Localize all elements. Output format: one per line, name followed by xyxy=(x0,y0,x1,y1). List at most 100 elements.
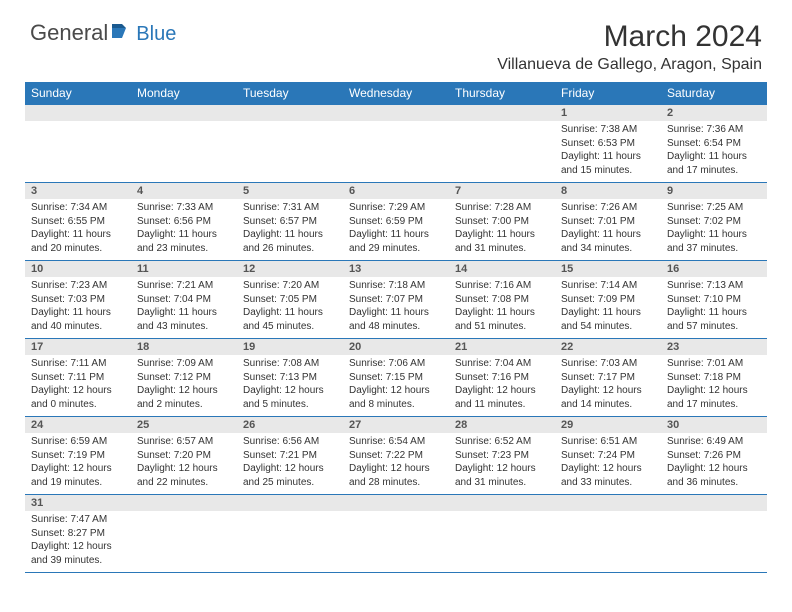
day-details: Sunrise: 6:56 AMSunset: 7:21 PMDaylight:… xyxy=(237,433,343,493)
calendar-day-cell: 18Sunrise: 7:09 AMSunset: 7:12 PMDayligh… xyxy=(131,339,237,417)
daylight-text-2: and 26 minutes. xyxy=(243,242,337,256)
day-number: 15 xyxy=(555,261,661,277)
calendar-week-row: 17Sunrise: 7:11 AMSunset: 7:11 PMDayligh… xyxy=(25,339,767,417)
calendar-day-cell xyxy=(449,105,555,183)
calendar-day-cell xyxy=(237,495,343,573)
sunrise-text: Sunrise: 6:49 AM xyxy=(667,435,761,449)
calendar-day-cell: 31Sunrise: 7:47 AMSunset: 8:27 PMDayligh… xyxy=(25,495,131,573)
sunrise-text: Sunrise: 7:26 AM xyxy=(561,201,655,215)
daylight-text-2: and 43 minutes. xyxy=(137,320,231,334)
weekday-header: Sunday xyxy=(25,82,131,105)
sunrise-text: Sunrise: 7:33 AM xyxy=(137,201,231,215)
daylight-text-1: Daylight: 12 hours xyxy=(455,384,549,398)
day-details: Sunrise: 7:09 AMSunset: 7:12 PMDaylight:… xyxy=(131,355,237,415)
day-number: 13 xyxy=(343,261,449,277)
daylight-text-2: and 11 minutes. xyxy=(455,398,549,412)
daylight-text-1: Daylight: 11 hours xyxy=(561,306,655,320)
daylight-text-1: Daylight: 11 hours xyxy=(349,228,443,242)
day-details: Sunrise: 7:28 AMSunset: 7:00 PMDaylight:… xyxy=(449,199,555,259)
daylight-text-1: Daylight: 11 hours xyxy=(31,228,125,242)
calendar-day-cell: 15Sunrise: 7:14 AMSunset: 7:09 PMDayligh… xyxy=(555,261,661,339)
day-number: 12 xyxy=(237,261,343,277)
day-details: Sunrise: 7:31 AMSunset: 6:57 PMDaylight:… xyxy=(237,199,343,259)
sunset-text: Sunset: 6:59 PM xyxy=(349,215,443,229)
sunset-text: Sunset: 7:12 PM xyxy=(137,371,231,385)
location-subtitle: Villanueva de Gallego, Aragon, Spain xyxy=(497,56,762,74)
day-details: Sunrise: 7:01 AMSunset: 7:18 PMDaylight:… xyxy=(661,355,767,415)
sunset-text: Sunset: 7:15 PM xyxy=(349,371,443,385)
daylight-text-2: and 14 minutes. xyxy=(561,398,655,412)
calendar-day-cell xyxy=(661,495,767,573)
day-details: Sunrise: 6:54 AMSunset: 7:22 PMDaylight:… xyxy=(343,433,449,493)
sunrise-text: Sunrise: 7:06 AM xyxy=(349,357,443,371)
sunrise-text: Sunrise: 7:29 AM xyxy=(349,201,443,215)
sunset-text: Sunset: 7:22 PM xyxy=(349,449,443,463)
sunset-text: Sunset: 7:05 PM xyxy=(243,293,337,307)
day-details: Sunrise: 6:59 AMSunset: 7:19 PMDaylight:… xyxy=(25,433,131,493)
weekday-header: Saturday xyxy=(661,82,767,105)
sunrise-text: Sunrise: 7:14 AM xyxy=(561,279,655,293)
sunset-text: Sunset: 7:10 PM xyxy=(667,293,761,307)
day-details: Sunrise: 7:20 AMSunset: 7:05 PMDaylight:… xyxy=(237,277,343,337)
calendar-day-cell: 29Sunrise: 6:51 AMSunset: 7:24 PMDayligh… xyxy=(555,417,661,495)
day-details: Sunrise: 7:11 AMSunset: 7:11 PMDaylight:… xyxy=(25,355,131,415)
calendar-day-cell: 22Sunrise: 7:03 AMSunset: 7:17 PMDayligh… xyxy=(555,339,661,417)
sunset-text: Sunset: 7:08 PM xyxy=(455,293,549,307)
flag-icon xyxy=(112,24,134,45)
sunset-text: Sunset: 6:55 PM xyxy=(31,215,125,229)
day-details: Sunrise: 7:21 AMSunset: 7:04 PMDaylight:… xyxy=(131,277,237,337)
daylight-text-1: Daylight: 12 hours xyxy=(455,462,549,476)
daylight-text-1: Daylight: 11 hours xyxy=(349,306,443,320)
sunset-text: Sunset: 7:13 PM xyxy=(243,371,337,385)
day-number: 26 xyxy=(237,417,343,433)
calendar-day-cell: 8Sunrise: 7:26 AMSunset: 7:01 PMDaylight… xyxy=(555,183,661,261)
daylight-text-2: and 17 minutes. xyxy=(667,398,761,412)
sunrise-text: Sunrise: 7:25 AM xyxy=(667,201,761,215)
sunrise-text: Sunrise: 7:16 AM xyxy=(455,279,549,293)
calendar-day-cell: 30Sunrise: 6:49 AMSunset: 7:26 PMDayligh… xyxy=(661,417,767,495)
day-details: Sunrise: 7:04 AMSunset: 7:16 PMDaylight:… xyxy=(449,355,555,415)
weekday-header: Friday xyxy=(555,82,661,105)
weekday-header: Monday xyxy=(131,82,237,105)
sunrise-text: Sunrise: 7:13 AM xyxy=(667,279,761,293)
calendar-header-row: SundayMondayTuesdayWednesdayThursdayFrid… xyxy=(25,82,767,105)
day-number: 30 xyxy=(661,417,767,433)
calendar-day-cell: 9Sunrise: 7:25 AMSunset: 7:02 PMDaylight… xyxy=(661,183,767,261)
daylight-text-2: and 48 minutes. xyxy=(349,320,443,334)
daylight-text-1: Daylight: 11 hours xyxy=(137,306,231,320)
sunrise-text: Sunrise: 6:57 AM xyxy=(137,435,231,449)
day-number: 19 xyxy=(237,339,343,355)
day-number: 17 xyxy=(25,339,131,355)
sunset-text: Sunset: 7:00 PM xyxy=(455,215,549,229)
day-number: 4 xyxy=(131,183,237,199)
daylight-text-2: and 31 minutes. xyxy=(455,476,549,490)
day-number: 29 xyxy=(555,417,661,433)
calendar-week-row: 1Sunrise: 7:38 AMSunset: 6:53 PMDaylight… xyxy=(25,105,767,183)
daylight-text-1: Daylight: 12 hours xyxy=(349,462,443,476)
day-details: Sunrise: 7:08 AMSunset: 7:13 PMDaylight:… xyxy=(237,355,343,415)
day-details: Sunrise: 7:16 AMSunset: 7:08 PMDaylight:… xyxy=(449,277,555,337)
sunset-text: Sunset: 7:01 PM xyxy=(561,215,655,229)
sunrise-text: Sunrise: 7:03 AM xyxy=(561,357,655,371)
daylight-text-1: Daylight: 12 hours xyxy=(243,384,337,398)
calendar-day-cell: 19Sunrise: 7:08 AMSunset: 7:13 PMDayligh… xyxy=(237,339,343,417)
sunrise-text: Sunrise: 7:21 AM xyxy=(137,279,231,293)
daylight-text-1: Daylight: 12 hours xyxy=(137,384,231,398)
sunset-text: Sunset: 7:17 PM xyxy=(561,371,655,385)
day-number: 7 xyxy=(449,183,555,199)
day-number: 8 xyxy=(555,183,661,199)
sunrise-text: Sunrise: 6:51 AM xyxy=(561,435,655,449)
daylight-text-1: Daylight: 11 hours xyxy=(31,306,125,320)
sunrise-text: Sunrise: 7:01 AM xyxy=(667,357,761,371)
daylight-text-1: Daylight: 11 hours xyxy=(667,150,761,164)
daylight-text-1: Daylight: 11 hours xyxy=(137,228,231,242)
day-details: Sunrise: 6:57 AMSunset: 7:20 PMDaylight:… xyxy=(131,433,237,493)
day-number: 31 xyxy=(25,495,131,511)
daylight-text-2: and 39 minutes. xyxy=(31,554,125,568)
daylight-text-1: Daylight: 11 hours xyxy=(243,306,337,320)
calendar-day-cell xyxy=(131,105,237,183)
daylight-text-2: and 2 minutes. xyxy=(137,398,231,412)
sunset-text: Sunset: 7:03 PM xyxy=(31,293,125,307)
day-details: Sunrise: 6:51 AMSunset: 7:24 PMDaylight:… xyxy=(555,433,661,493)
daylight-text-2: and 31 minutes. xyxy=(455,242,549,256)
